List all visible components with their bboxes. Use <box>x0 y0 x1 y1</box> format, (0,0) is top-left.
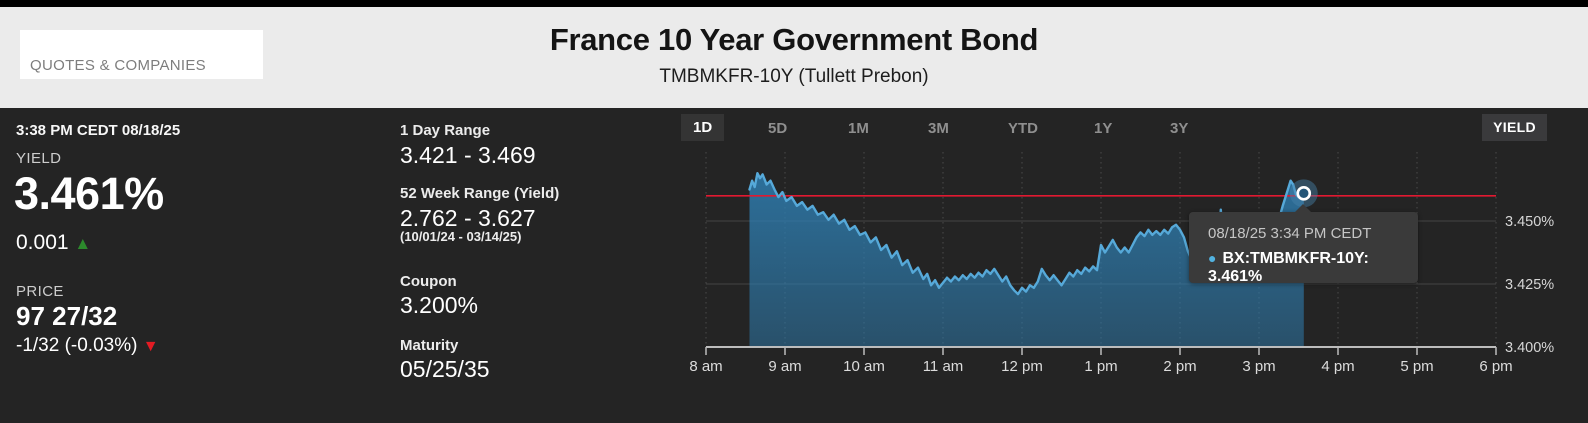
quote-timestamp: 3:38 PM CEDT 08/18/25 <box>16 122 181 139</box>
x-axis-label: 9 am <box>768 358 801 375</box>
price-change: -1/32 (-0.03%) ▼ <box>16 335 159 357</box>
tooltip-notch <box>1294 204 1312 213</box>
stat-1day-range-value: 3.421 - 3.469 <box>400 142 536 168</box>
chart-tooltip: 08/18/25 3:34 PM CEDT ● BX:TMBMKFR-10Y: 3… <box>1189 204 1418 285</box>
tooltip-series-value: ● BX:TMBMKFR-10Y: 3.461% <box>1208 250 1369 285</box>
yield-change-value: 0.001 <box>16 231 69 254</box>
page-subtitle: TMBMKFR-10Y (Tullett Prebon) <box>659 66 929 87</box>
price-label: PRICE <box>16 283 64 300</box>
quotes-companies-label: QUOTES & COMPANIES <box>30 57 206 74</box>
price-change-value: -1/32 (-0.03%) <box>16 335 138 356</box>
price-value: 97 27/32 <box>16 301 118 331</box>
last-point-marker <box>1296 186 1312 201</box>
stat-52week-range-value: 2.762 - 3.627 <box>400 205 536 231</box>
stat-coupon-value: 3.200% <box>400 292 479 318</box>
range-tab-ytd[interactable]: YTD <box>1008 120 1038 137</box>
x-axis-label: 8 am <box>689 358 722 375</box>
stat-1day-range-label: 1 Day Range <box>400 122 491 139</box>
page-title: France 10 Year Government Bond <box>549 22 1039 57</box>
page-header: QUOTES & COMPANIES France 10 Year Govern… <box>0 7 1588 108</box>
x-axis-label: 5 pm <box>1400 358 1433 375</box>
series-bullet-icon: ● <box>1208 250 1217 266</box>
range-tab-5d[interactable]: 5D <box>768 120 788 137</box>
yield-change: 0.001 ▲ <box>16 231 91 255</box>
stat-52week-range-dates: (10/01/24 - 03/14/25) <box>400 229 522 244</box>
yield-area-fill <box>749 173 1304 347</box>
y-axis-label: 3.425% <box>1505 277 1554 293</box>
x-axis-label: 10 am <box>843 358 885 375</box>
range-tab-1m[interactable]: 1M <box>848 120 869 137</box>
top-black-bar <box>0 0 1588 7</box>
yield-label: YIELD <box>16 150 62 167</box>
x-axis-label: 1 pm <box>1084 358 1117 375</box>
x-axis-label: 4 pm <box>1321 358 1354 375</box>
tooltip-timestamp: 08/18/25 3:34 PM CEDT <box>1208 225 1372 242</box>
range-tab-1y[interactable]: 1Y <box>1094 120 1113 137</box>
range-tab-3m[interactable]: 3M <box>928 120 949 137</box>
up-arrow-icon: ▲ <box>74 234 92 253</box>
yield-value: 3.461% <box>14 168 164 219</box>
x-axis-label: 11 am <box>923 358 964 375</box>
x-axis-label: 2 pm <box>1163 358 1196 375</box>
stat-maturity-label: Maturity <box>400 337 459 354</box>
stat-coupon-label: Coupon <box>400 273 457 290</box>
x-axis-label: 3 pm <box>1242 358 1275 375</box>
quotes-companies-menu[interactable]: QUOTES & COMPANIES <box>20 30 263 79</box>
x-axis-label: 12 pm <box>1001 358 1043 375</box>
down-arrow-icon: ▼ <box>142 338 159 355</box>
stat-maturity-value: 05/25/35 <box>400 356 490 382</box>
stat-52week-range-label: 52 Week Range (Yield) <box>400 185 560 202</box>
x-axis-label: 6 pm <box>1479 358 1512 375</box>
range-tab-1d[interactable]: 1D <box>681 114 725 141</box>
yield-mode-button[interactable]: YIELD <box>1482 114 1547 141</box>
y-axis-label: 3.400% <box>1505 340 1554 356</box>
y-axis-label: 3.450% <box>1505 214 1554 230</box>
range-tab-3y[interactable]: 3Y <box>1170 120 1189 137</box>
